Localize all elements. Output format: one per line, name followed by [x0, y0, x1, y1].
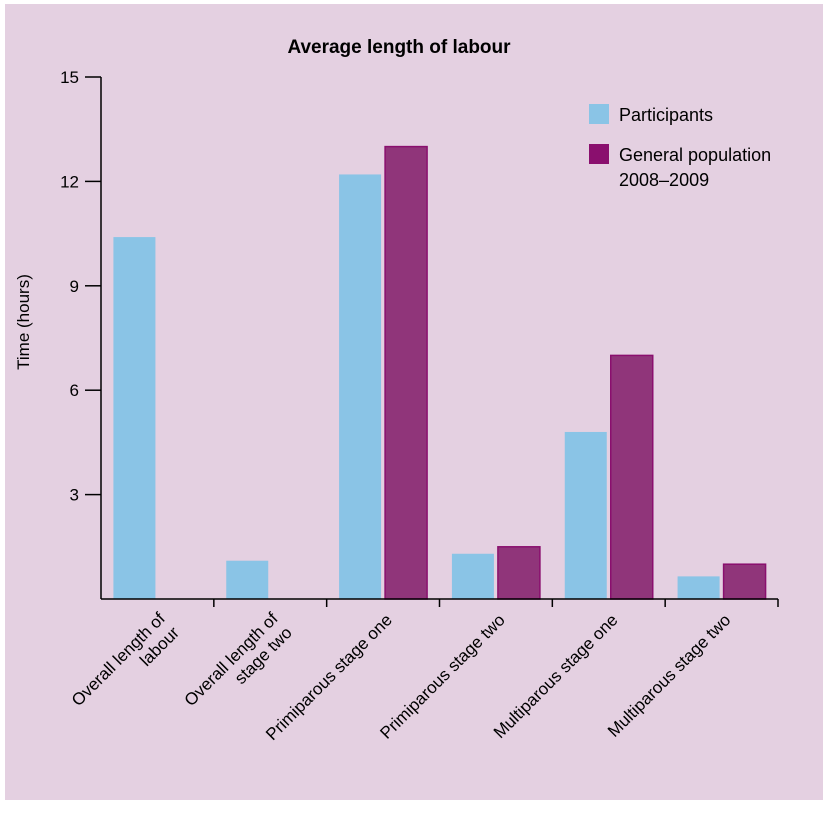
bars	[113, 145, 767, 600]
bar-series-2	[722, 563, 767, 600]
bar-series-1	[564, 431, 607, 599]
y-tick-label: 6	[70, 381, 79, 400]
y-tick-label: 3	[70, 486, 79, 505]
x-category-label: Overall length ofstage two	[181, 609, 296, 724]
y-tick-label: 15	[60, 68, 79, 87]
x-category-label: Primiparous stage two	[376, 610, 508, 742]
bar-series-1	[226, 560, 269, 599]
bar-series-2	[384, 145, 428, 600]
bar-series-1	[451, 553, 494, 599]
chart-title: Average length of labour	[287, 37, 511, 58]
y-axis: 3 6 9 12 15	[60, 68, 102, 599]
bar-series-1	[677, 576, 720, 599]
bar-chart: Average length of labour 3 6 9 12 15 Time (h…	[14, 37, 779, 744]
bar-series-1	[339, 174, 382, 599]
chart-panel: Average length of labour 3 6 9 12 15 Time (h…	[5, 4, 823, 800]
x-category-label: Multiparous stage one	[490, 610, 622, 742]
legend-label: General population 2008–2009	[619, 145, 771, 190]
y-axis-label: Time (hours)	[14, 274, 33, 370]
legend-swatch	[589, 144, 609, 164]
bar-series-2	[610, 354, 654, 600]
y-tick-label: 9	[70, 277, 79, 296]
bar-series-2	[497, 546, 541, 600]
bar-series-1	[113, 237, 156, 599]
legend: Participants General population 2008–2009	[589, 104, 771, 190]
y-tick-label: 12	[60, 172, 79, 191]
legend-label: Participants	[619, 105, 713, 125]
x-category-label: Overall length oflabour	[68, 609, 183, 724]
x-category-label: Multiparous stage two	[604, 610, 734, 740]
legend-swatch	[589, 104, 609, 124]
